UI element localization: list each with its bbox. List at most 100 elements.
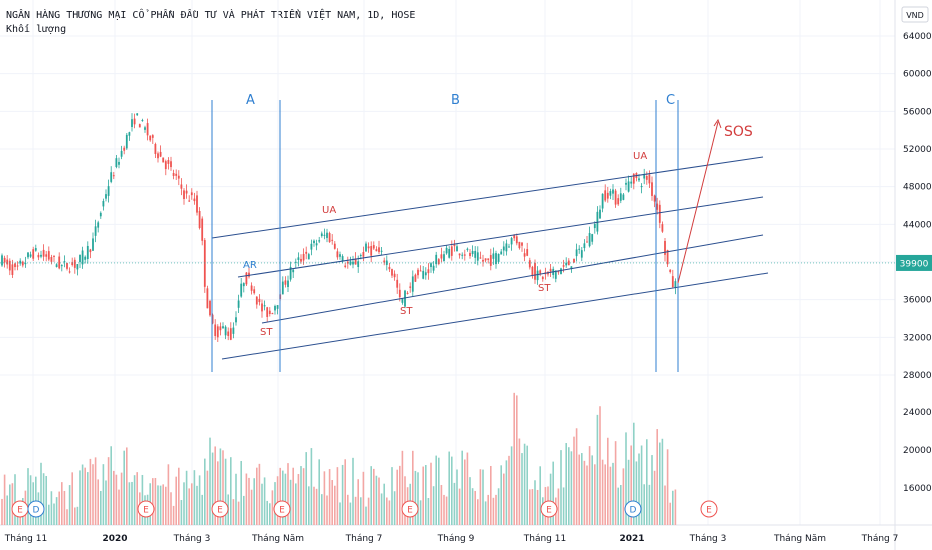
- event-label: SOS: [724, 124, 753, 140]
- volume-bar: [646, 439, 648, 525]
- candle-body: [128, 132, 131, 136]
- candle-body: [81, 250, 84, 265]
- volume-bar: [586, 465, 588, 525]
- volume-bar: [536, 489, 539, 525]
- candle-body: [588, 233, 591, 247]
- volume-bar: [19, 512, 21, 525]
- volume-bar: [219, 448, 222, 525]
- candle-body: [305, 251, 308, 254]
- candle-body: [193, 198, 196, 202]
- volume-bar: [640, 445, 643, 525]
- candle-body: [71, 262, 74, 266]
- volume-bar: [401, 450, 404, 525]
- candle-body: [214, 324, 217, 337]
- volume-bar: [578, 454, 580, 525]
- volume-tick: 24000: [903, 408, 932, 418]
- candle-body: [297, 257, 300, 260]
- volume-bar: [180, 500, 183, 525]
- candle-body: [495, 253, 497, 265]
- time-tick: Tháng Năm: [773, 534, 826, 544]
- volume-bar: [68, 485, 71, 525]
- candle-body: [573, 258, 575, 263]
- volume-bar: [531, 489, 534, 525]
- candle-body: [68, 271, 71, 273]
- volume-bar: [357, 479, 359, 525]
- volume-bar: [321, 494, 323, 525]
- candle-body: [287, 280, 289, 287]
- volume-bar: [365, 506, 367, 525]
- volume-bar: [313, 486, 315, 525]
- volume-bar: [271, 490, 274, 525]
- candle-body: [50, 257, 53, 262]
- volume-bar: [318, 459, 320, 525]
- volume-bar: [625, 432, 627, 525]
- volume-bar: [297, 474, 300, 525]
- last-price-label: 39900: [900, 259, 929, 269]
- event-label: UA: [322, 205, 336, 216]
- price-tick: 56000: [903, 107, 932, 117]
- candle-body: [198, 210, 201, 228]
- volume-bar: [339, 502, 341, 525]
- time-tick: Tháng Năm: [251, 534, 304, 544]
- candle-body: [492, 253, 495, 259]
- volume-bar: [131, 481, 133, 525]
- currency-badge-label: VND: [906, 11, 924, 20]
- volume-bar: [196, 485, 198, 525]
- phase-label: B: [451, 93, 460, 108]
- volume-bar: [261, 483, 263, 525]
- candle-body: [164, 161, 167, 170]
- candle-body: [1, 255, 3, 266]
- volume-bar: [347, 494, 349, 525]
- volume-bar: [136, 472, 138, 525]
- candle-body: [258, 298, 261, 303]
- volume-bar: [388, 500, 391, 525]
- volume-bar: [526, 445, 528, 525]
- time-tick: Tháng 9: [437, 534, 475, 544]
- candle-body: [29, 254, 32, 257]
- volume-bar: [419, 500, 422, 525]
- volume-bar: [471, 488, 474, 525]
- volume-bar: [383, 483, 385, 525]
- volume-bar: [159, 485, 162, 525]
- volume-bar: [393, 491, 396, 525]
- candle-body: [32, 249, 35, 259]
- volume-bar: [417, 472, 419, 525]
- channel-line: [261, 234, 764, 324]
- volume-bar: [282, 470, 284, 525]
- candle-body: [541, 276, 544, 280]
- volume-bar: [669, 502, 671, 525]
- time-axis[interactable]: Tháng 11 2020 Tháng 3 Tháng Năm Tháng 7 Tháng…: [4, 534, 899, 544]
- price-axis[interactable]: 2800032000360004000044000480005200056000…: [896, 6, 932, 494]
- candle-body: [671, 276, 674, 288]
- event-marker: [137, 500, 155, 518]
- time-tick: 2021: [619, 534, 644, 544]
- candles: [1, 113, 677, 343]
- volume-bar: [154, 477, 157, 525]
- volume-bar: [529, 489, 531, 525]
- candle-body: [435, 254, 438, 265]
- candle-body: [427, 269, 430, 274]
- volume-bar: [331, 480, 333, 525]
- volume-bar: [500, 465, 502, 525]
- volume-bar: [570, 451, 573, 525]
- volume-tick: 16000: [903, 484, 932, 494]
- candle-body: [146, 123, 149, 136]
- volume-bar: [29, 475, 32, 525]
- volume-bar: [427, 497, 430, 525]
- event-marker: [273, 500, 291, 518]
- candle-body: [562, 265, 565, 267]
- candle-body: [53, 255, 55, 257]
- candle-body: [565, 262, 568, 266]
- volume-bar: [588, 446, 591, 525]
- candle-body: [99, 212, 102, 217]
- event-marker: [700, 500, 718, 518]
- candle-body: [310, 243, 313, 250]
- candle-body: [354, 258, 357, 265]
- volume-bar: [474, 490, 476, 525]
- volume-bar: [648, 484, 651, 525]
- candle-body: [248, 272, 250, 277]
- event-marker-label: E: [217, 506, 223, 516]
- volume-bar: [599, 406, 601, 525]
- candle-body: [240, 283, 243, 297]
